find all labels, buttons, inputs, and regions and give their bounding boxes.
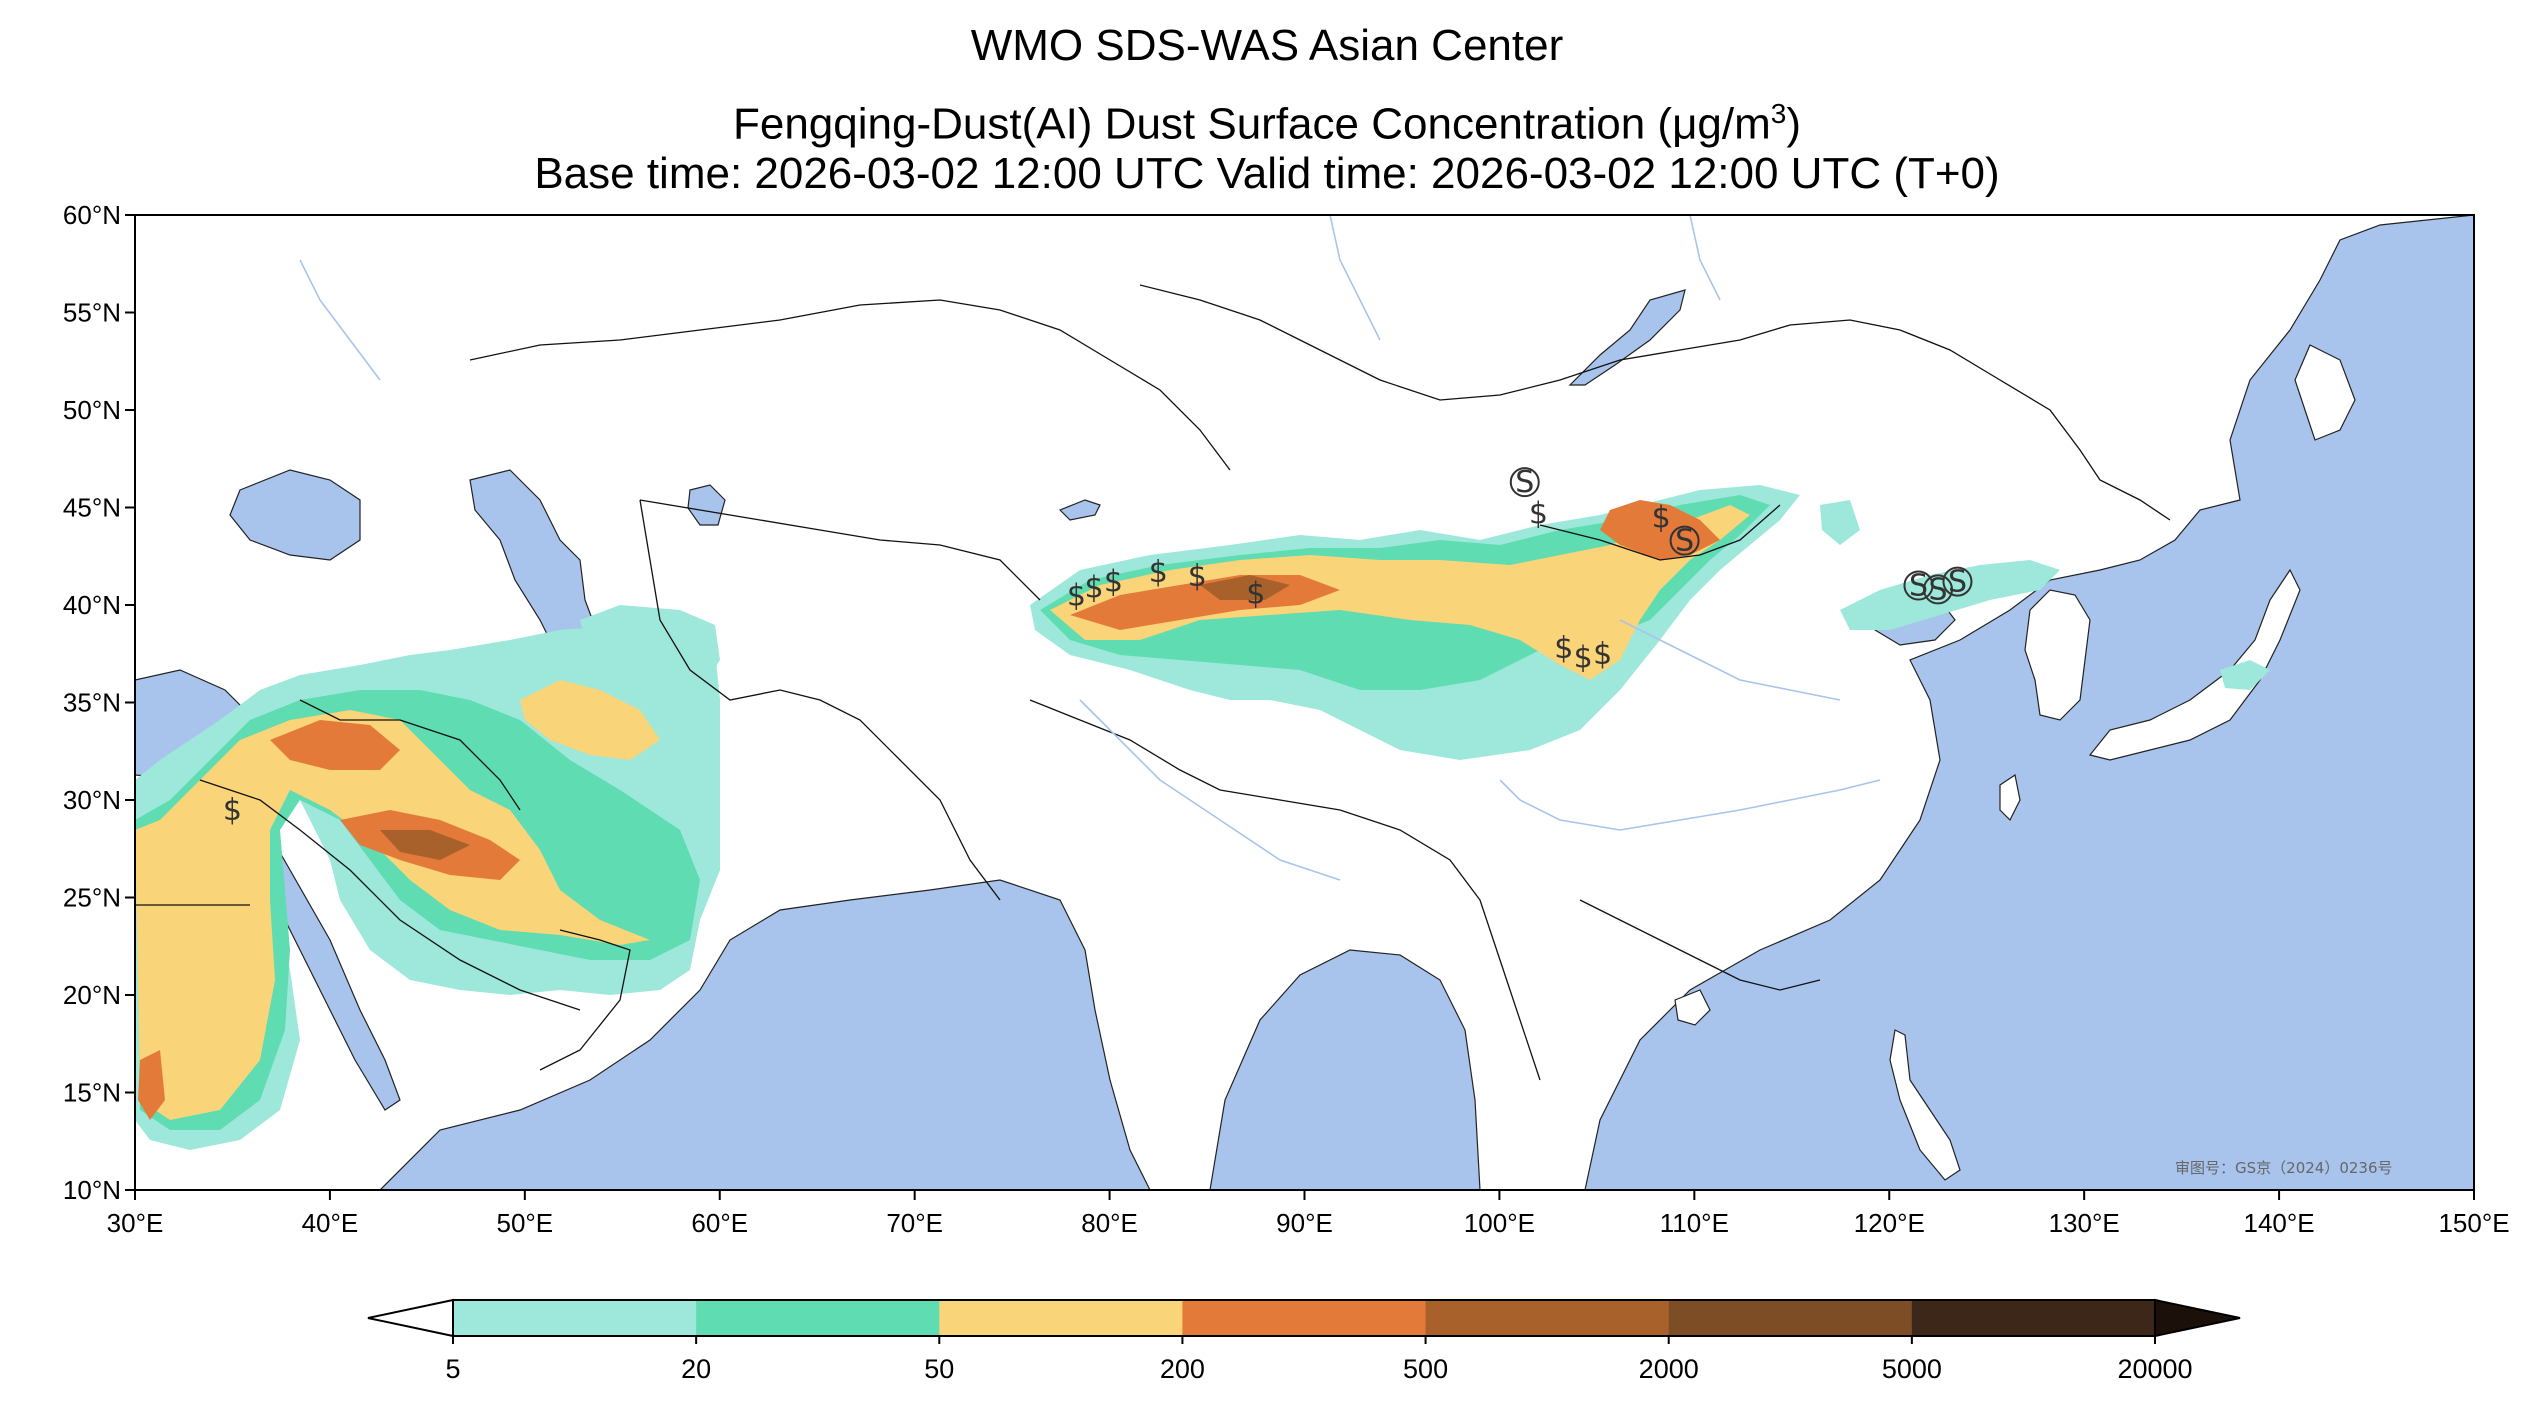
dust-storm-symbol: S [1515, 465, 1534, 500]
dust-storm-symbol: $ [1652, 500, 1671, 535]
dust-contour-200-mena [270, 720, 400, 770]
dust-storm-symbol: $ [1246, 576, 1265, 611]
lat-tick-label: 30°N [63, 785, 121, 815]
dust-storm-symbol: $ [1188, 559, 1207, 594]
dust-storm-symbol: S [1948, 565, 1967, 600]
time-info: Base time: 2026-03-02 12:00 UTC Valid ti… [534, 149, 2000, 198]
dust-storm-symbol: $ [1529, 496, 1548, 531]
lat-tick-label: 35°N [63, 688, 121, 718]
dust-contour-5-iran [580, 605, 720, 700]
dust-storm-symbol: $ [1593, 637, 1612, 672]
lon-tick-label: 40°E [302, 1208, 359, 1238]
dust-storm-symbol: $ [1104, 565, 1123, 600]
lon-tick-label: 50°E [496, 1208, 553, 1238]
colorbar-tick-label: 500 [1403, 1354, 1448, 1384]
dust-storm-symbol: $ [1084, 570, 1103, 605]
dust-storm-symbol: $ [1574, 641, 1593, 676]
dust-storm-symbol-ring [1509, 467, 1540, 498]
longitude-axis: 30°E 40°E 50°E 60°E 70°E 80°E 90°E 100°E 110°E 12… [107, 1190, 2510, 1238]
colorbar-frame [452, 1299, 2156, 1337]
colorbar: 5 20 50 200 500 2000 5000 20000 [367, 1298, 2241, 1384]
dust-storm-symbol: $ [1554, 631, 1573, 666]
lon-tick-label: 30°E [107, 1208, 164, 1238]
dust-symbols: S$ $S$$ $ $ $$$ $ $$S S S [223, 465, 1973, 828]
lon-tick-label: 60°E [691, 1208, 748, 1238]
lon-tick-label: 120°E [1854, 1208, 1925, 1238]
lon-tick-label: 110°E [1660, 1208, 1729, 1238]
lon-tick-label: 80°E [1081, 1208, 1138, 1238]
colorbar-tick-label: 2000 [1639, 1354, 1699, 1384]
colorbar-tick-label: 5000 [1882, 1354, 1942, 1384]
colorbar-tick-label: 50 [924, 1354, 954, 1384]
lat-tick-label: 25°N [63, 883, 121, 913]
lon-tick-label: 150°E [2438, 1208, 2509, 1238]
lon-tick-label: 90°E [1276, 1208, 1333, 1238]
dust-storm-symbol: $ [1067, 578, 1086, 613]
lon-tick-label: 70°E [886, 1208, 943, 1238]
dust-contour-50-iran [520, 680, 660, 760]
chart-subtitle: Fengqing-Dust(AI) Dust Surface Concentra… [732, 98, 1802, 149]
colorbar-segment [696, 1300, 940, 1336]
dust-storm-symbol-ring [1942, 566, 1973, 597]
dust-storm-symbol: S [1675, 524, 1694, 559]
colorbar-segment [1911, 1300, 2156, 1336]
colorbar-tick-label: 20000 [2117, 1354, 2192, 1384]
lat-tick-label: 10°N [63, 1175, 121, 1205]
lat-tick-label: 60°N [63, 200, 121, 230]
rivers [299, 215, 1881, 881]
lat-tick-label: 40°N [63, 590, 121, 620]
colorbar-segment [1668, 1300, 1913, 1336]
dust-storm-symbol: $ [1149, 555, 1168, 590]
dust-contour-500-mena [380, 830, 470, 860]
colorbar-tick-label: 20 [681, 1354, 711, 1384]
lat-tick-label: 15°N [63, 1078, 121, 1108]
colorbar-segment [1425, 1300, 1670, 1336]
lat-tick-label: 55°N [63, 298, 121, 328]
colorbar-segment [1182, 1300, 1427, 1336]
dust-storm-symbol-ring [1922, 574, 1953, 605]
colorbar-tick-label: 200 [1160, 1354, 1205, 1384]
chart-title: WMO SDS-WAS Asian Center [970, 21, 1564, 70]
ocean-layer [135, 215, 2474, 1190]
dust-storm-symbol-ring [1669, 525, 1700, 556]
dust-storm-symbol: $ [223, 793, 242, 828]
lon-tick-label: 100°E [1464, 1208, 1535, 1238]
dust-contour-50-mena [135, 710, 650, 1120]
dust-contour-500 [1200, 575, 1290, 600]
country-borders [135, 284, 2171, 1081]
dust-contour-200-sudan [138, 1050, 165, 1120]
latitude-axis: 10°N 15°N 20°N 25°N 30°N 35°N 40°N 45°N 50°N 55°N… [63, 200, 135, 1205]
lat-tick-label: 45°N [63, 493, 121, 523]
lat-tick-label: 50°N [63, 395, 121, 425]
colorbar-segment [939, 1300, 1183, 1336]
dust-contour-5-ne [1820, 500, 1860, 545]
dust-contour-200-b [1600, 500, 1720, 560]
colorbar-extend-max [2154, 1298, 2241, 1338]
dust-storm-symbol: S [1909, 569, 1928, 604]
dust-storm-symbol-ring [1903, 570, 1934, 601]
colorbar-extend-min [367, 1298, 454, 1338]
lon-tick-label: 130°E [2049, 1208, 2120, 1238]
colorbar-segment [453, 1300, 697, 1336]
dust-contour-50 [1050, 505, 1750, 680]
colorbar-tick-label: 5 [445, 1354, 460, 1384]
lon-tick-label: 140°E [2244, 1208, 2315, 1238]
approval-stamp: 审图号：GS京（2024）0236号 [2175, 1159, 2393, 1177]
dust-contour-5-japan [2220, 660, 2270, 690]
lat-tick-label: 20°N [63, 980, 121, 1010]
dust-concentration-layer [135, 485, 2270, 1150]
